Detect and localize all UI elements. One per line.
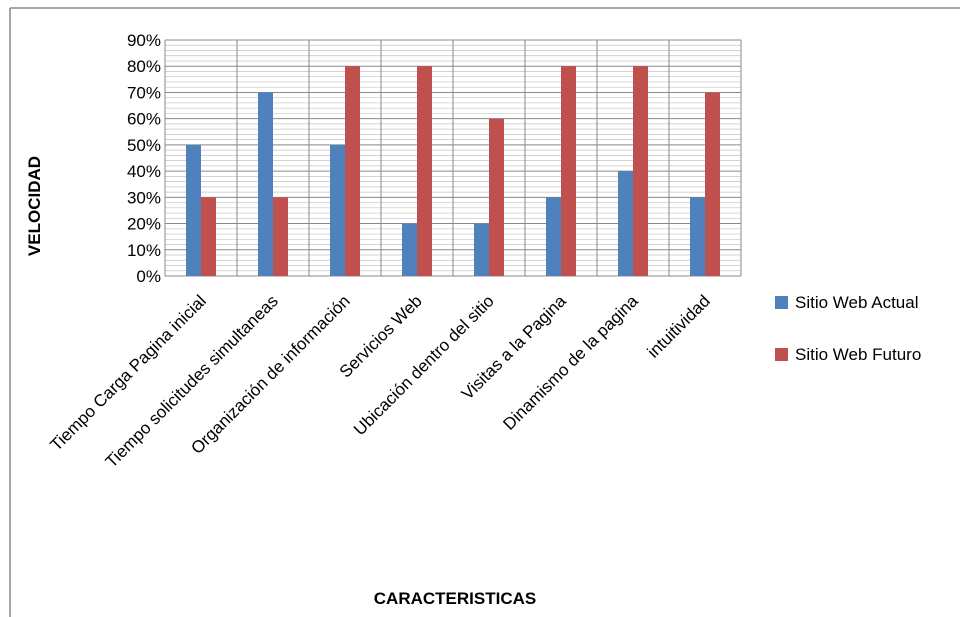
bar-futuro — [417, 66, 432, 276]
y-tick-label: 90% — [127, 31, 161, 50]
bar-actual — [186, 144, 201, 276]
grid — [164, 39, 742, 277]
bar-actual — [258, 92, 273, 276]
y-tick-label: 60% — [127, 110, 161, 129]
bar-actual — [546, 197, 561, 276]
bars — [186, 66, 720, 277]
y-tick-label: 20% — [127, 215, 161, 234]
y-tick-label: 10% — [127, 241, 161, 260]
y-tick-label: 80% — [127, 57, 161, 76]
x-tick-label: Dinamismo de la pagina — [499, 291, 642, 434]
y-axis-label: VELOCIDAD — [25, 156, 44, 256]
x-tick-label: intuitividad — [644, 291, 714, 361]
x-tick-label: Organización de información — [187, 291, 353, 457]
x-tick-label: Ubicación dentro del sitio — [350, 291, 498, 439]
bar-actual — [690, 197, 705, 276]
bar-futuro — [633, 66, 648, 276]
legend-swatch — [775, 296, 788, 309]
bar-futuro — [273, 197, 288, 276]
bar-actual — [402, 223, 417, 276]
bar-futuro — [201, 197, 216, 276]
legend: Sitio Web Actual Sitio Web Futuro — [775, 293, 921, 364]
bar-futuro — [489, 118, 504, 277]
bar-actual — [618, 171, 633, 276]
y-tick-label: 70% — [127, 83, 161, 102]
y-tick-label: 40% — [127, 162, 161, 181]
x-tick-label: Tiempo Carga Pagina inicial — [46, 291, 209, 454]
legend-label: Sitio Web Futuro — [795, 345, 921, 364]
bar-futuro — [345, 66, 360, 276]
bar-actual — [474, 223, 489, 276]
x-axis-label: CARACTERISTICAS — [374, 589, 536, 608]
bar-futuro — [561, 66, 576, 276]
bar-actual — [330, 144, 345, 276]
y-tick-label: 0% — [136, 267, 161, 286]
legend-swatch — [775, 348, 788, 361]
legend-label: Sitio Web Actual — [795, 293, 918, 312]
bar-futuro — [705, 92, 720, 276]
y-tick-labels: 0% 10% 20% 30% 40% 50% 60% 70% 80% 90% — [127, 31, 161, 286]
y-tick-label: 30% — [127, 188, 161, 207]
y-tick-label: 50% — [127, 136, 161, 155]
